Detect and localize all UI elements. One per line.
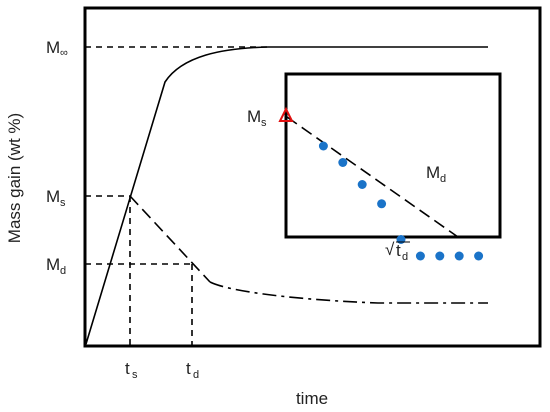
svg-text:s: s [261,117,267,129]
inset-label-m-s: M s [247,107,267,129]
inset-data-point [377,199,387,209]
svg-text:M: M [247,107,261,126]
x-label-t-d: t d [186,359,199,381]
inset-label-m-d: M d [426,163,446,185]
inset-data-point [415,251,425,261]
desorption-curve [129,195,211,283]
plot-frame [83,6,542,348]
svg-text:M: M [46,38,60,57]
x-axis-title: time [296,389,328,408]
svg-text:M: M [426,163,440,182]
svg-text:∞: ∞ [60,47,68,59]
inset-data-point [454,251,464,261]
x-label-t-s: t s [125,359,138,381]
svg-text:s: s [132,369,138,381]
svg-text:M: M [46,255,60,274]
svg-text:M: M [46,187,60,206]
svg-text:d: d [60,265,66,277]
svg-text:d: d [193,369,199,381]
y-label-m-s: M s [46,187,66,209]
y-label-m-d: M d [46,255,66,277]
inset-frame [284,72,502,239]
svg-text:d: d [440,173,446,185]
svg-text:s: s [60,197,66,209]
inset-data-point [474,251,484,261]
inset-data-point [435,251,445,261]
svg-text:t: t [186,359,191,378]
svg-text:d: d [402,251,408,263]
inset-data-point [318,141,328,151]
y-label-m-inf: M ∞ [46,38,68,59]
inset-data-point [338,158,348,167]
residual-curve [209,281,488,304]
svg-text:t: t [125,359,130,378]
inset-data-point [357,180,367,189]
svg-text:t: t [396,241,401,260]
y-axis-title: Mass gain (wt %) [5,113,24,243]
absorption-curve [85,46,488,345]
svg-text:√: √ [385,240,395,259]
inset: M s M d √ t d [247,72,502,263]
inset-x-label: √ t d [385,240,410,263]
ms-marker-triangle [278,106,294,122]
